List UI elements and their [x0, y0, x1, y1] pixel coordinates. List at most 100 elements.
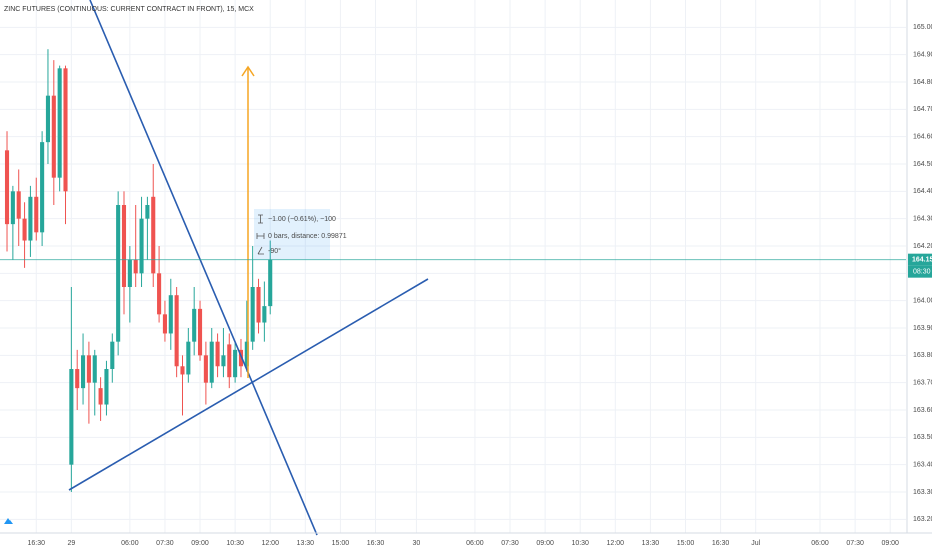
candle-body — [233, 349, 238, 378]
candle-body — [162, 314, 167, 334]
candle-body — [151, 196, 156, 274]
logo — [4, 518, 13, 524]
y-tick-label: 163.80 — [913, 352, 932, 359]
x-tick-label: 10:30 — [571, 540, 589, 547]
y-tick-label: 164.20 — [913, 243, 932, 250]
candle-body — [110, 341, 115, 369]
candle-body — [139, 218, 144, 274]
arrow-head — [241, 65, 255, 77]
x-tick-label: 29 — [67, 540, 75, 547]
x-tick-label: Jul — [751, 540, 760, 547]
candle-body — [4, 150, 10, 225]
y-tick-label: 163.50 — [913, 434, 932, 441]
candle-body — [116, 205, 121, 342]
candle-body — [127, 259, 132, 287]
candle-body — [227, 344, 232, 378]
x-tick-label: 13:30 — [642, 540, 660, 547]
candle-body — [63, 68, 68, 192]
y-tick-label: 163.30 — [913, 489, 932, 496]
candle-body — [86, 355, 91, 383]
candle-body — [98, 388, 103, 405]
candle-body — [16, 191, 21, 219]
candle-body — [10, 191, 15, 225]
y-tick-label: 165.00 — [913, 24, 932, 31]
candle-body — [250, 287, 255, 342]
x-tick-label: 06:00 — [121, 540, 139, 547]
x-tick-label: 30 — [413, 540, 421, 547]
x-tick-label: 06:00 — [466, 540, 484, 547]
y-tick-label: 163.70 — [913, 380, 932, 387]
candle-body — [192, 308, 197, 342]
chart-title: ZINC FUTURES (CONTINUOUS: CURRENT CONTRA… — [4, 6, 254, 13]
candle-body — [256, 287, 261, 323]
icon — [258, 214, 263, 224]
y-tick-label: 163.20 — [913, 516, 932, 523]
candle-body — [51, 95, 56, 178]
candle-body — [244, 341, 249, 367]
y-tick-label: 164.90 — [913, 52, 932, 59]
x-tick-label: 07:30 — [501, 540, 519, 547]
trend-line — [68, 278, 429, 491]
y-tick-label: 164.80 — [913, 79, 932, 86]
x-tick-label: 09:00 — [881, 540, 899, 547]
candle-body — [104, 369, 109, 405]
candle-body — [168, 295, 173, 334]
countdown-label: 08:30 — [913, 269, 931, 276]
x-tick-label: 09:00 — [536, 540, 554, 547]
grid — [0, 0, 906, 533]
candle-body — [92, 355, 97, 383]
candle-body — [215, 341, 220, 367]
candle-body — [22, 218, 27, 241]
last-price-box — [908, 253, 932, 266]
x-tick-label: 16:30 — [27, 540, 45, 547]
x-tick-label: 10:30 — [226, 540, 244, 547]
y-tick-label: 164.50 — [913, 161, 932, 168]
x-tick-label: 15:00 — [677, 540, 695, 547]
candle-body — [238, 349, 244, 367]
measure-box — [254, 209, 330, 260]
last-price-label: 164.15 — [912, 257, 932, 264]
trend-line — [89, 0, 318, 536]
x-tick-label: 15:00 — [332, 540, 350, 547]
candle-body — [186, 341, 191, 375]
y-tick-label: 163.90 — [913, 325, 932, 332]
candle-body — [75, 369, 80, 389]
y-tick-label: 163.60 — [913, 407, 932, 414]
icon — [257, 246, 264, 255]
y-tick-label: 163.40 — [913, 462, 932, 469]
measure-price: −1.00 (−0.61%), −100 — [268, 216, 336, 223]
candle-body — [221, 355, 226, 367]
measure-distance: 0 bars, distance: 0.99871 — [268, 233, 347, 240]
candle-body — [45, 95, 51, 143]
candle-body — [197, 308, 203, 356]
icon — [256, 233, 265, 239]
x-tick-label: 07:30 — [846, 540, 864, 547]
candle-body — [262, 306, 267, 323]
x-tick-label: 16:30 — [712, 540, 730, 547]
countdown-box — [908, 265, 932, 278]
candle-body — [57, 68, 62, 178]
candle-body — [203, 355, 208, 383]
x-tick-label: 06:00 — [811, 540, 829, 547]
x-tick-label: 12:00 — [261, 540, 279, 547]
candle-body — [133, 259, 138, 274]
x-tick-label: 09:00 — [191, 540, 209, 547]
candle-body — [174, 295, 179, 367]
candle-body — [28, 196, 33, 241]
candle-body — [121, 205, 127, 287]
x-tick-label: 07:30 — [156, 540, 174, 547]
candle-body — [268, 259, 273, 307]
y-tick-label: 164.60 — [913, 134, 932, 141]
candle-body — [145, 205, 150, 219]
x-tick-label: 13:30 — [297, 540, 315, 547]
y-tick-label: 164.70 — [913, 106, 932, 113]
candle-body — [34, 196, 39, 233]
candles — [4, 49, 273, 492]
y-tick-label: 164.00 — [913, 298, 932, 305]
candle-body — [40, 142, 45, 233]
measure-angle: -90° — [268, 247, 281, 255]
candle-body — [180, 366, 185, 375]
